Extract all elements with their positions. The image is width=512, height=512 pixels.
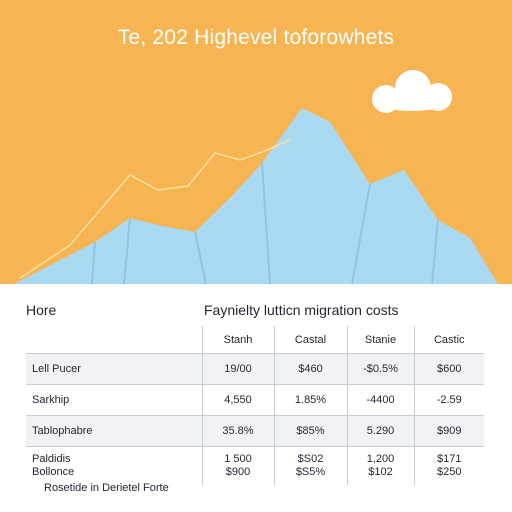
- row-label: Lell Pucer: [26, 353, 202, 385]
- table-title: Faynielty lutticn migration costs: [204, 302, 399, 318]
- table-cell: 1 500 $900: [201, 446, 274, 485]
- mountain-range: [14, 108, 498, 284]
- table-cell: 1,200 $102: [346, 446, 414, 485]
- table-cell: $85%: [273, 415, 347, 447]
- column-header: [26, 326, 202, 354]
- section-label: Hore: [26, 302, 57, 318]
- column-header: Stanie: [346, 326, 414, 354]
- table-cell: -2.59: [413, 384, 484, 416]
- table-cell: 19/00: [201, 353, 274, 385]
- cost-table: Stanh Castal Stanie Castic Lell Pucer 19…: [26, 326, 484, 485]
- table-cell: -$0.5%: [346, 353, 414, 385]
- row-label: Tablophabre: [26, 415, 202, 447]
- hero-title: Te, 202 Highevel toforowhets: [117, 26, 395, 49]
- table-row: Sarkhip 4,550 1.85% -4400 -2.59: [26, 384, 484, 416]
- table-cell: $909: [413, 415, 484, 447]
- table-cell: $S02 $S5%: [273, 446, 347, 485]
- table-row: Paldidis Bollonce 1 500 $900 $S02 $S5% 1,20…: [26, 446, 484, 485]
- footnote: Rosetide in Derietel Forte: [44, 482, 169, 494]
- column-header: Castal: [273, 326, 347, 354]
- hero-illustration: [0, 0, 512, 284]
- table-cell: -4400: [346, 384, 414, 416]
- cloud-icon: [372, 70, 452, 113]
- table-cell: 4,550: [201, 384, 274, 416]
- trend-line: [19, 139, 291, 279]
- row-label: Paldidis Bollonce: [26, 446, 202, 485]
- table-cell: $460: [273, 353, 347, 385]
- table-cell: 5.290: [346, 415, 414, 447]
- table-cell: 35.8%: [201, 415, 274, 447]
- table-cell: $171 $250: [413, 446, 484, 485]
- row-label: Sarkhip: [26, 384, 202, 416]
- table-cell: 1.85%: [273, 384, 347, 416]
- column-header: Stanh: [201, 326, 274, 354]
- table-row: Tablophabre 35.8% $85% 5.290 $909: [26, 415, 484, 447]
- table-header-row: Stanh Castal Stanie Castic: [26, 326, 484, 354]
- column-header: Castic: [413, 326, 484, 354]
- table-cell: $600: [413, 353, 484, 385]
- mountain-ridges: [91, 162, 439, 284]
- table-row: Lell Pucer 19/00 $460 -$0.5% $600: [26, 353, 484, 385]
